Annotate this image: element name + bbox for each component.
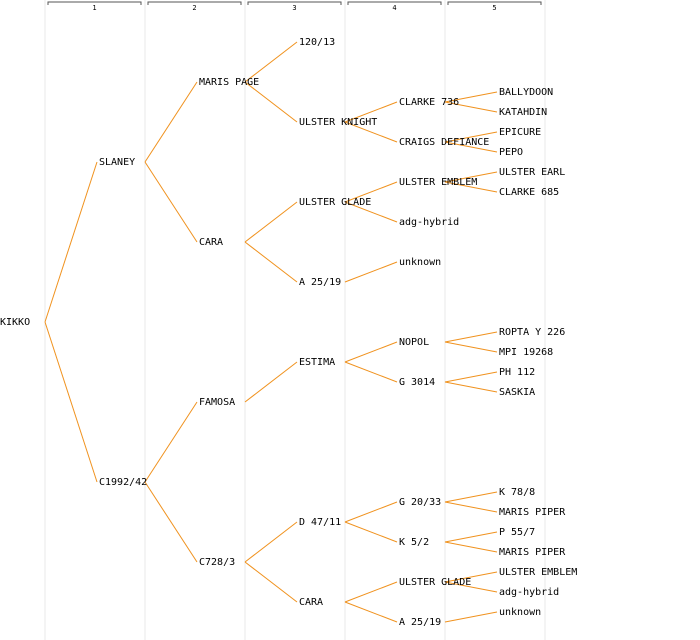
column-bracket bbox=[147, 1, 242, 5]
pedigree-link bbox=[444, 531, 498, 543]
pedigree-node: ROPTA Y 226 bbox=[499, 327, 565, 338]
pedigree-link bbox=[144, 161, 198, 243]
pedigree-node: MARIS PIPER bbox=[499, 547, 566, 558]
column-header: 1 bbox=[92, 4, 96, 12]
pedigree-link bbox=[444, 101, 498, 113]
pedigree-node: CRAIGS DEFIANCE bbox=[399, 137, 489, 148]
pedigree-node: unknown bbox=[399, 257, 441, 268]
pedigree-link bbox=[244, 41, 298, 83]
pedigree-link bbox=[344, 121, 398, 143]
pedigree-node: CARA bbox=[299, 597, 323, 608]
column-bracket bbox=[47, 1, 142, 5]
pedigree-node: KIKKO bbox=[0, 317, 30, 328]
pedigree-link bbox=[344, 361, 398, 383]
pedigree-link bbox=[444, 171, 498, 183]
pedigree-link bbox=[244, 561, 298, 603]
pedigree-node: 120/13 bbox=[299, 37, 335, 48]
pedigree-link bbox=[444, 491, 498, 503]
pedigree-node: A 25/19 bbox=[299, 277, 341, 288]
pedigree-node: ULSTER EMBLEM bbox=[499, 567, 577, 578]
pedigree-link bbox=[444, 331, 498, 343]
pedigree-node: FAMOSA bbox=[199, 397, 235, 408]
pedigree-link bbox=[344, 581, 398, 603]
pedigree-link bbox=[444, 181, 498, 193]
pedigree-node: MARIS PIPER bbox=[499, 507, 566, 518]
pedigree-link bbox=[244, 241, 298, 283]
column-header: 3 bbox=[292, 4, 296, 12]
pedigree-link bbox=[144, 81, 198, 163]
column-bracket bbox=[347, 1, 442, 5]
pedigree-node: G 20/33 bbox=[399, 497, 441, 508]
pedigree-node: ESTIMA bbox=[299, 357, 335, 368]
pedigree-node: unknown bbox=[499, 607, 541, 618]
pedigree-link bbox=[244, 81, 298, 123]
pedigree-node: CLARKE 736 bbox=[399, 97, 459, 108]
pedigree-node: PEPO bbox=[499, 147, 523, 158]
pedigree-node: NOPOL bbox=[399, 337, 429, 348]
pedigree-link bbox=[144, 401, 198, 483]
pedigree-link bbox=[344, 341, 398, 363]
pedigree-link bbox=[244, 361, 298, 403]
pedigree-link bbox=[444, 381, 498, 393]
pedigree-node: D 47/11 bbox=[299, 517, 341, 528]
pedigree-link bbox=[444, 371, 498, 383]
pedigree-link bbox=[444, 581, 498, 593]
pedigree-node: BALLYDOON bbox=[499, 87, 553, 98]
column-bracket bbox=[447, 1, 542, 5]
pedigree-link bbox=[344, 201, 398, 223]
pedigree-link bbox=[444, 131, 498, 143]
pedigree-node: K 78/8 bbox=[499, 487, 535, 498]
pedigree-node: A 25/19 bbox=[399, 617, 441, 628]
column-header: 2 bbox=[192, 4, 196, 12]
pedigree-node: KATAHDIN bbox=[499, 107, 547, 118]
pedigree-node: P 55/7 bbox=[499, 527, 535, 538]
pedigree-node: SLANEY bbox=[99, 157, 135, 168]
pedigree-link bbox=[444, 501, 498, 513]
pedigree-node: EPICURE bbox=[499, 127, 541, 138]
column-header: 5 bbox=[492, 4, 496, 12]
pedigree-link bbox=[344, 601, 398, 623]
pedigree-node: C1992/42 bbox=[99, 477, 147, 488]
pedigree-link bbox=[344, 501, 398, 523]
pedigree-node: ULSTER KNIGHT bbox=[299, 117, 377, 128]
pedigree-link bbox=[444, 141, 498, 153]
pedigree-link bbox=[444, 541, 498, 553]
column-bracket bbox=[247, 1, 342, 5]
pedigree-link bbox=[44, 321, 98, 483]
pedigree-node: adg-hybrid bbox=[499, 587, 559, 598]
pedigree-node: C728/3 bbox=[199, 557, 235, 568]
pedigree-node: ULSTER EMBLEM bbox=[399, 177, 477, 188]
pedigree-link bbox=[444, 611, 498, 623]
pedigree-node: SASKIA bbox=[499, 387, 535, 398]
pedigree-link bbox=[444, 341, 498, 353]
pedigree-link bbox=[344, 101, 398, 123]
pedigree-link bbox=[444, 571, 498, 583]
pedigree-node: G 3014 bbox=[399, 377, 435, 388]
pedigree-link bbox=[144, 481, 198, 563]
pedigree-node: adg-hybrid bbox=[399, 217, 459, 228]
pedigree-link bbox=[344, 181, 398, 203]
pedigree-node: MARIS PAGE bbox=[199, 77, 259, 88]
pedigree-link bbox=[344, 261, 398, 283]
pedigree-node: ULSTER GLADE bbox=[399, 577, 471, 588]
pedigree-link bbox=[244, 201, 298, 243]
pedigree-link bbox=[344, 521, 398, 543]
pedigree-link bbox=[244, 521, 298, 563]
pedigree-node: CLARKE 685 bbox=[499, 187, 559, 198]
pedigree-node: CARA bbox=[199, 237, 223, 248]
pedigree-node: ULSTER GLADE bbox=[299, 197, 371, 208]
pedigree-node: ULSTER EARL bbox=[499, 167, 565, 178]
pedigree-node: PH 112 bbox=[499, 367, 535, 378]
pedigree-node: K 5/2 bbox=[399, 537, 429, 548]
column-header: 4 bbox=[392, 4, 396, 12]
pedigree-node: MPI 19268 bbox=[499, 347, 553, 358]
pedigree-link bbox=[44, 161, 98, 323]
pedigree-link bbox=[444, 91, 498, 103]
